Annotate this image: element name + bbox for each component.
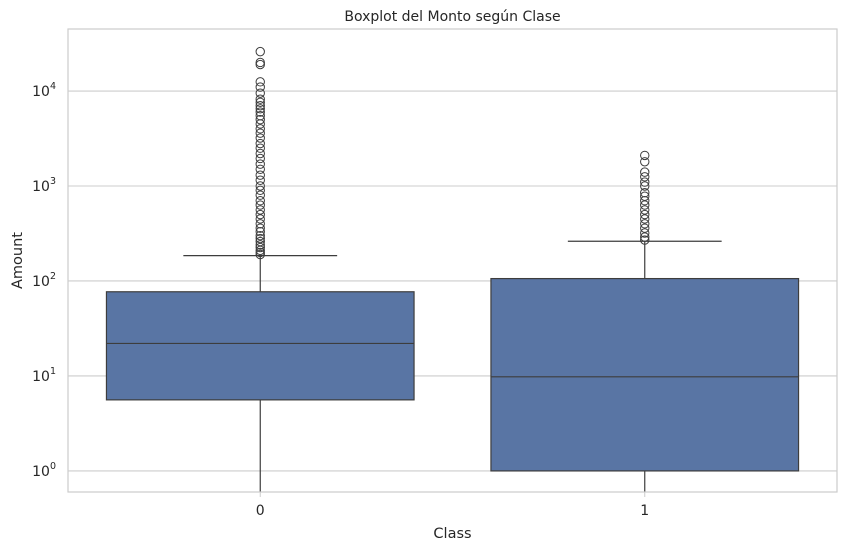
outlier-point bbox=[255, 110, 265, 121]
outlier-point bbox=[640, 157, 650, 167]
chart-title: Boxplot del Monto según Clase bbox=[344, 9, 560, 25]
outlier-point bbox=[640, 223, 650, 233]
outlier-point bbox=[255, 82, 265, 92]
outlier-point bbox=[640, 172, 650, 182]
y-tick-base: 10 bbox=[32, 274, 50, 290]
outlier-point bbox=[255, 205, 265, 215]
outlier-point bbox=[255, 209, 265, 220]
y-tick-label: 104 bbox=[32, 81, 56, 100]
outlier-point bbox=[255, 240, 265, 250]
y-tick-exponent: 3 bbox=[50, 176, 56, 187]
outlier-point bbox=[255, 159, 265, 169]
y-tick-exponent: 0 bbox=[50, 461, 56, 472]
outlier-point bbox=[255, 104, 265, 114]
outlier-point bbox=[640, 209, 650, 220]
outlier-point bbox=[255, 185, 265, 196]
x-tick-label: 1 bbox=[640, 503, 649, 519]
outlier-point bbox=[255, 236, 265, 247]
outlier-point bbox=[255, 181, 265, 191]
outlier-point bbox=[640, 150, 650, 161]
x-tick-label: 0 bbox=[256, 503, 265, 519]
box-group-class-0 bbox=[105, 46, 415, 492]
iqr-box bbox=[490, 277, 800, 472]
outlier-point bbox=[255, 143, 265, 153]
outlier-point bbox=[255, 114, 265, 125]
outlier-point bbox=[255, 88, 265, 98]
outlier-point bbox=[255, 200, 265, 210]
outlier-point bbox=[255, 190, 265, 200]
outlier-point bbox=[255, 223, 265, 233]
outlier-point bbox=[255, 230, 265, 241]
outlier-point bbox=[255, 153, 265, 164]
y-tick-label: 100 bbox=[32, 461, 56, 480]
x-axis-label: Class bbox=[433, 526, 471, 542]
outlier-point bbox=[255, 94, 265, 104]
y-tick-label: 103 bbox=[32, 176, 56, 195]
outlier-point bbox=[640, 191, 650, 201]
y-tick-base: 10 bbox=[32, 179, 50, 195]
y-tick-exponent: 4 bbox=[50, 81, 56, 92]
outlier-point bbox=[255, 164, 265, 174]
y-tick-exponent: 1 bbox=[50, 366, 56, 377]
outlier-point bbox=[255, 148, 265, 159]
outlier-point bbox=[255, 46, 265, 57]
outlier-point bbox=[255, 170, 265, 180]
plot-frame bbox=[67, 28, 838, 493]
outlier-point bbox=[640, 228, 650, 238]
outlier-point bbox=[640, 177, 650, 187]
outlier-point bbox=[640, 214, 650, 224]
outlier-point bbox=[255, 124, 265, 134]
outlier-point bbox=[255, 196, 265, 206]
outlier-point bbox=[640, 188, 650, 198]
outlier-point bbox=[255, 107, 265, 117]
y-axis-label: Amount bbox=[10, 232, 26, 289]
outlier-point bbox=[255, 97, 265, 108]
outlier-point bbox=[255, 101, 265, 111]
outlier-point bbox=[255, 138, 265, 149]
outlier-point bbox=[255, 214, 265, 224]
outlier-point bbox=[255, 219, 265, 229]
outlier-point bbox=[255, 59, 265, 70]
outlier-point bbox=[255, 233, 265, 244]
y-tick-base: 10 bbox=[32, 464, 50, 480]
y-tick-label: 101 bbox=[32, 366, 56, 385]
outlier-point bbox=[255, 128, 265, 138]
y-tick-base: 10 bbox=[32, 84, 50, 100]
outlier-point bbox=[255, 77, 265, 87]
y-tick-base: 10 bbox=[32, 369, 50, 385]
box-group-class-1 bbox=[490, 150, 800, 492]
y-tick-label: 102 bbox=[32, 271, 56, 290]
y-tick-exponent: 2 bbox=[50, 271, 56, 282]
outlier-point bbox=[255, 133, 265, 143]
outlier-point bbox=[255, 249, 265, 260]
outlier-point bbox=[640, 235, 650, 245]
outlier-point bbox=[255, 175, 265, 185]
iqr-box bbox=[105, 291, 415, 401]
box-layer bbox=[105, 46, 800, 492]
outlier-point bbox=[640, 167, 650, 177]
outlier-point bbox=[640, 205, 650, 215]
outlier-point bbox=[640, 181, 650, 191]
outlier-point bbox=[640, 219, 650, 229]
outlier-point bbox=[255, 57, 265, 68]
outlier-point bbox=[255, 242, 265, 253]
outlier-point bbox=[640, 232, 650, 242]
